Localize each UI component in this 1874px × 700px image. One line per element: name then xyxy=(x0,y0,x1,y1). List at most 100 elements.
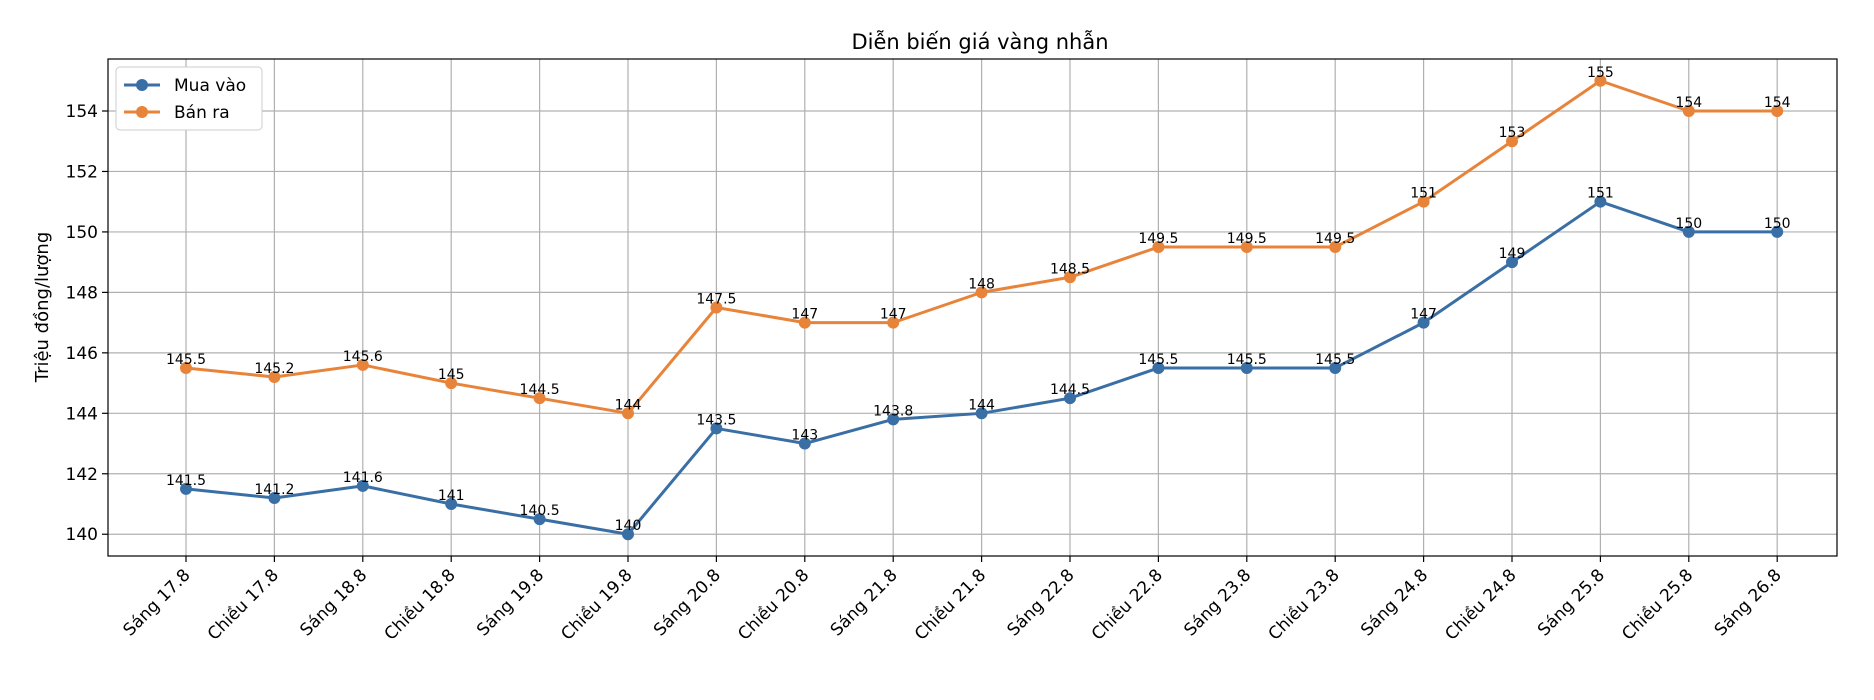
data-label: 141.2 xyxy=(254,482,294,498)
data-label: 149.5 xyxy=(1138,231,1178,247)
data-label: 150 xyxy=(1675,216,1702,232)
data-label: 145.5 xyxy=(1315,352,1355,368)
data-point xyxy=(268,491,281,504)
legend-marker xyxy=(136,79,148,91)
data-point xyxy=(1594,195,1607,208)
data-point xyxy=(798,316,811,329)
x-tick-label: Chiều 21.8 xyxy=(910,565,990,645)
data-label: 147.5 xyxy=(696,292,736,308)
data-point xyxy=(1771,104,1784,117)
data-point xyxy=(1064,392,1076,405)
data-label: 144.5 xyxy=(520,382,560,398)
data-point xyxy=(1064,271,1076,284)
data-label: 151 xyxy=(1410,186,1437,202)
legend-box xyxy=(115,66,263,131)
data-point xyxy=(1417,195,1430,208)
data-point xyxy=(1682,225,1695,238)
data-label: 155 xyxy=(1587,65,1614,81)
data-label: 153 xyxy=(1499,125,1526,141)
x-tick-label: Chiều 22.8 xyxy=(1087,565,1167,645)
data-point xyxy=(356,358,369,371)
data-label: 147 xyxy=(1410,307,1437,323)
data-point xyxy=(356,479,369,492)
data-point xyxy=(1417,316,1430,329)
x-tick-label: Sáng 24.8 xyxy=(1357,565,1432,640)
data-label-layer: 141.5 141.2 141.6 141 140.5 140 143.5 143 143.8 1… xyxy=(166,65,1791,534)
chart-title: Diễn biến giá vàng nhẫn xyxy=(851,29,1108,54)
x-tick-label: Chiều 25.8 xyxy=(1618,565,1698,645)
y-tick-label: 144 xyxy=(66,404,98,424)
y-tick-label: 140 xyxy=(66,525,98,545)
data-label: 144 xyxy=(968,397,995,413)
y-axis: 140 142 144 146 148 150 152 154 xyxy=(66,102,108,545)
plot-frame xyxy=(107,58,1838,557)
data-label: 150 xyxy=(1764,216,1791,232)
y-tick-label: 152 xyxy=(66,162,98,182)
x-tick-label: Chiều 23.8 xyxy=(1264,565,1344,645)
data-point xyxy=(180,361,192,374)
y-tick-label: 142 xyxy=(66,465,98,485)
data-point xyxy=(1240,241,1253,254)
data-point xyxy=(710,422,723,435)
y-tick-label: 148 xyxy=(66,283,98,303)
data-label: 149 xyxy=(1499,246,1526,262)
x-tick-label: Chiều 24.8 xyxy=(1441,565,1521,645)
x-tick-label: Sáng 26.8 xyxy=(1711,565,1786,640)
data-label: 147 xyxy=(880,307,907,323)
data-label: 140 xyxy=(615,518,642,534)
x-tick-label: Sáng 22.8 xyxy=(1004,565,1079,640)
x-tick-label: Chiều 18.8 xyxy=(380,565,460,645)
data-point xyxy=(533,392,546,405)
legend: Mua vào Bán ra xyxy=(115,66,263,131)
data-label: 149.5 xyxy=(1315,231,1355,247)
data-point xyxy=(1329,361,1342,374)
x-tick-label: Sáng 19.8 xyxy=(473,565,548,640)
data-point xyxy=(1506,135,1518,148)
data-point xyxy=(622,528,634,541)
x-tick-label: Sáng 18.8 xyxy=(296,565,371,640)
data-point xyxy=(710,301,723,314)
data-point xyxy=(268,371,281,384)
data-label: 145.6 xyxy=(343,349,383,365)
series-layer xyxy=(180,74,1784,541)
x-tick-label: Sáng 17.8 xyxy=(120,565,195,640)
data-point xyxy=(1152,361,1165,374)
data-point xyxy=(1771,225,1784,238)
data-label: 145.5 xyxy=(1138,352,1178,368)
data-point xyxy=(533,513,546,526)
data-point xyxy=(180,482,192,495)
data-label: 141.6 xyxy=(343,470,383,486)
data-label: 141 xyxy=(438,488,465,504)
data-point xyxy=(887,413,900,426)
data-label: 148.5 xyxy=(1050,261,1090,277)
data-label: 145.5 xyxy=(1227,352,1267,368)
data-label: 154 xyxy=(1764,95,1791,111)
grid-layer xyxy=(108,59,1837,556)
data-point xyxy=(445,377,458,390)
data-label: 145 xyxy=(438,367,465,383)
data-point xyxy=(1240,361,1253,374)
data-label: 151 xyxy=(1587,186,1614,202)
data-point xyxy=(1506,256,1518,269)
x-tick-label: Sáng 23.8 xyxy=(1180,565,1255,640)
y-tick-label: 154 xyxy=(66,102,98,122)
data-point xyxy=(1594,74,1607,87)
data-label: 144 xyxy=(615,397,642,413)
data-point xyxy=(1329,241,1342,254)
x-tick-label: Chiều 19.8 xyxy=(557,565,637,645)
data-point xyxy=(445,498,458,511)
data-label: 145.2 xyxy=(254,361,294,377)
data-label: 140.5 xyxy=(520,503,560,519)
data-label: 143 xyxy=(791,428,818,444)
y-tick-label: 146 xyxy=(66,344,98,364)
data-label: 144.5 xyxy=(1050,382,1090,398)
data-label: 154 xyxy=(1675,95,1702,111)
x-tick-label: Sáng 21.8 xyxy=(827,565,902,640)
x-axis: Sáng 17.8 Chiều 17.8 Sáng 18.8 Chiều 18.8 Sá… xyxy=(120,556,1786,644)
x-tick-label: Chiều 17.8 xyxy=(203,565,283,645)
data-label: 149.5 xyxy=(1227,231,1267,247)
y-axis-label: Triệu đồng/lượng xyxy=(32,232,53,384)
legend-label: Bán ra xyxy=(174,103,230,123)
data-point xyxy=(887,316,900,329)
